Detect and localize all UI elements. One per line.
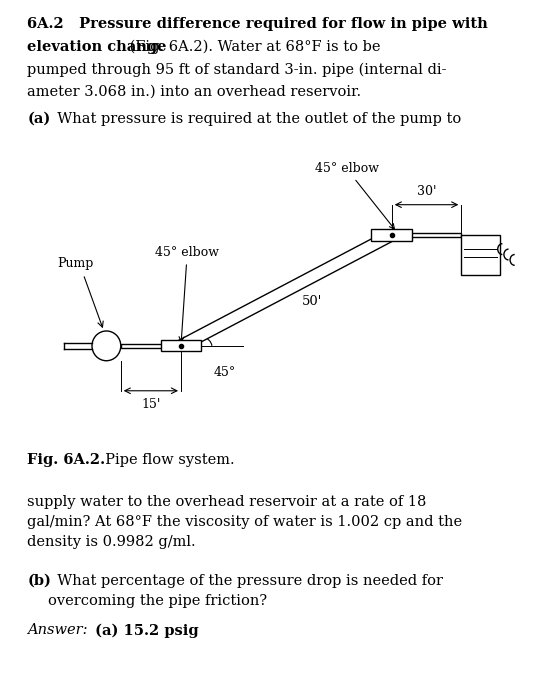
Text: (Fig. 6A.2). Water at 68°F is to be: (Fig. 6A.2). Water at 68°F is to be [125, 40, 380, 54]
Polygon shape [392, 233, 461, 236]
Text: (b): (b) [27, 573, 51, 588]
Text: Fig. 6A.2.: Fig. 6A.2. [27, 453, 106, 467]
Polygon shape [171, 234, 402, 347]
Text: Answer:: Answer: [27, 623, 88, 638]
Text: (a): (a) [27, 112, 51, 126]
Text: 45°: 45° [213, 366, 236, 379]
Text: 6A.2   Pressure difference required for flow in pipe with: 6A.2 Pressure difference required for fl… [27, 17, 488, 31]
Polygon shape [121, 344, 181, 347]
Text: Pipe flow system.: Pipe flow system. [96, 453, 234, 467]
Text: ameter 3.068 in.) into an overhead reservoir.: ameter 3.068 in.) into an overhead reser… [27, 85, 362, 99]
Text: (a) 15.2 psig: (a) 15.2 psig [90, 623, 199, 638]
Bar [371, 229, 412, 240]
Bar [461, 235, 500, 275]
Text: Pump: Pump [57, 257, 94, 270]
Text: pumped through 95 ft of standard 3-in. pipe (internal di-: pumped through 95 ft of standard 3-in. p… [27, 62, 447, 77]
Text: What percentage of the pressure drop is needed for
overcoming the pipe friction?: What percentage of the pressure drop is … [48, 573, 443, 608]
Text: What pressure is required at the outlet of the pump to: What pressure is required at the outlet … [48, 112, 461, 126]
Ellipse shape [92, 331, 121, 361]
Text: 15': 15' [141, 397, 161, 410]
Text: 30': 30' [417, 185, 437, 198]
Text: 50': 50' [302, 295, 322, 308]
Text: elevation change: elevation change [27, 40, 167, 53]
Bar [161, 340, 201, 351]
Text: 45° elbow: 45° elbow [155, 247, 219, 342]
Text: supply water to the overhead reservoir at a rate of 18
gal/min? At 68°F the visc: supply water to the overhead reservoir a… [27, 495, 462, 549]
Text: 45° elbow: 45° elbow [315, 162, 394, 229]
